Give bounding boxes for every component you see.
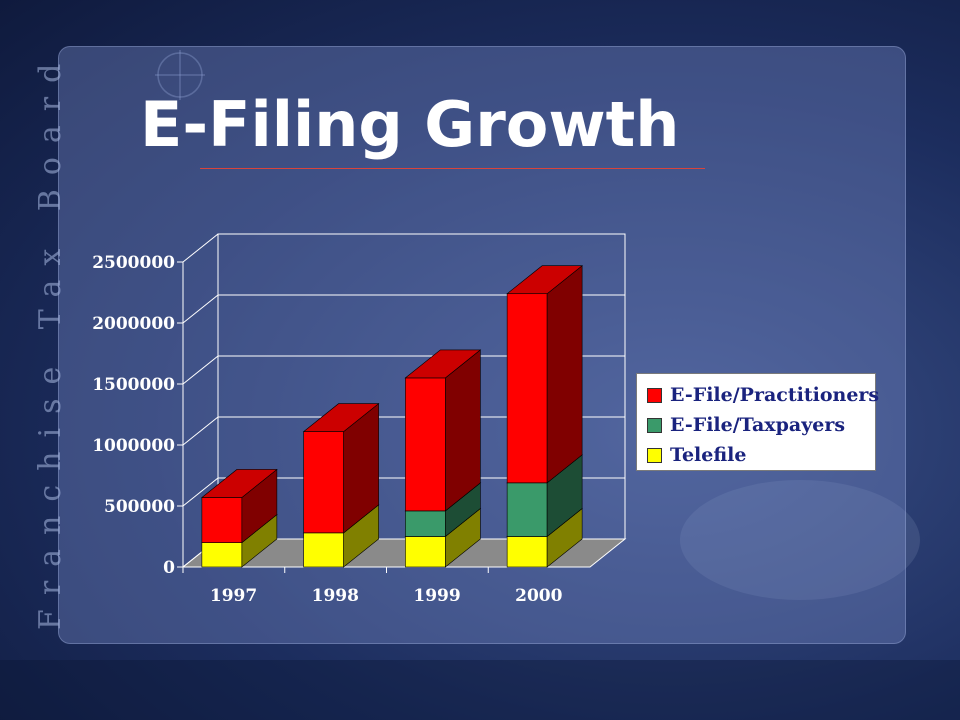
chart-bars [201,265,583,568]
bar-front-face [405,377,446,512]
legend-item: E-File/Practitioners [647,380,879,410]
y-tick-label: 1000000 [92,436,175,456]
y-axis-tick-labels: 0 500000 1000000 1500000 2000000 2500000 [92,253,175,578]
x-category-label: 1999 [413,586,460,606]
bar-front-face [303,532,344,568]
x-category-label: 2000 [515,586,562,606]
bar-segment [201,468,278,544]
x-category-label: 1997 [210,586,257,606]
gridline [182,233,625,263]
bar-front-face [201,497,243,543]
y-tick-label: 2500000 [92,253,175,273]
bar-front-face [506,293,548,484]
legend-swatch [647,417,662,433]
bar-top-face [506,265,583,295]
slide-title: E-Filing Growth [140,88,680,161]
gridline [182,355,625,385]
legend-swatch [647,447,662,463]
gridline [182,416,625,446]
x-axis-category-labels: 1997 1998 1999 2000 [182,567,563,606]
chart-legend: E-File/Practitioners E-File/Taxpayers Tele… [636,373,879,471]
title-underline [200,168,705,169]
y-tick-label: 2000000 [92,314,175,334]
legend-item: E-File/Taxpayers [647,410,875,440]
gridline [182,294,625,324]
legend-label: E-File/Taxpayers [670,414,846,436]
bar-top-face [404,349,482,379]
y-tick-label: 500000 [104,497,175,517]
side-text-label: Franchise Tax Board [33,60,68,630]
legend-label: Telefile [670,444,747,466]
bar-segment [506,265,583,484]
bar-front-face [201,542,243,568]
legend-label: E-File/Practitioners [670,384,880,406]
legend-swatch [647,387,662,403]
bar-segment [302,402,380,534]
gridline [182,477,625,507]
bar-side-face [546,265,583,484]
bar-top-face [201,469,278,498]
bar-top-face [302,403,380,432]
bar-front-face [405,510,446,537]
bar-segment [404,349,482,512]
y-tick-label: 0 [163,558,175,578]
y-tick-label: 1500000 [92,375,175,395]
franchise-tax-board-side-text: Franchise Tax Board [33,60,68,630]
bar-front-face [506,536,548,568]
bar-front-face [303,431,344,534]
x-category-label: 1998 [312,586,359,606]
bar-front-face [506,482,548,537]
legend-item: Telefile [647,440,875,470]
bar-front-face [405,536,446,568]
